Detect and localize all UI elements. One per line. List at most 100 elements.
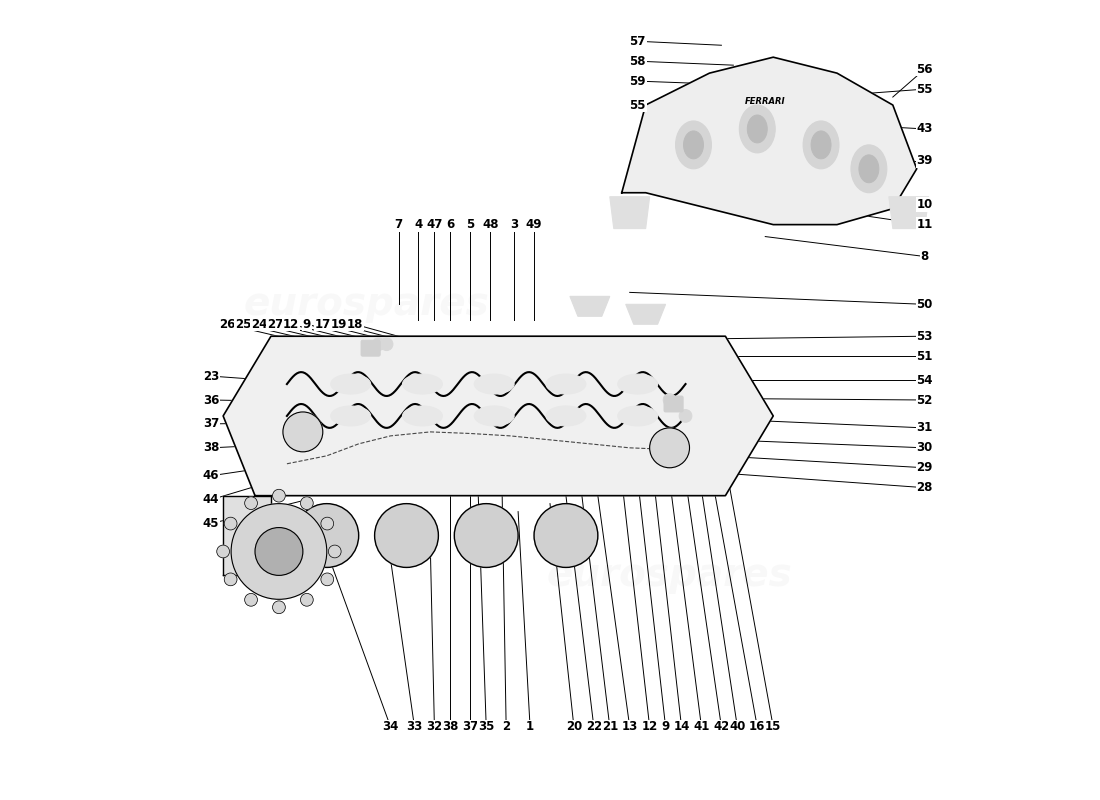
Text: 9: 9: [661, 720, 670, 734]
Circle shape: [224, 573, 236, 586]
Text: 46: 46: [202, 470, 219, 482]
Circle shape: [283, 412, 322, 452]
Text: 54: 54: [916, 374, 933, 386]
Text: 57: 57: [629, 34, 646, 48]
Text: 42: 42: [713, 720, 729, 734]
Ellipse shape: [403, 406, 442, 426]
Ellipse shape: [683, 131, 704, 159]
Ellipse shape: [747, 115, 767, 143]
Text: 13: 13: [621, 720, 638, 734]
Text: 53: 53: [916, 330, 933, 342]
Text: 49: 49: [526, 218, 542, 231]
Text: 14: 14: [673, 720, 690, 734]
Ellipse shape: [618, 406, 658, 426]
Text: 48: 48: [482, 218, 498, 231]
Ellipse shape: [618, 374, 658, 394]
Text: 16: 16: [749, 720, 766, 734]
Text: 55: 55: [916, 82, 933, 95]
Polygon shape: [223, 336, 773, 496]
Ellipse shape: [474, 406, 514, 426]
Text: eurospares: eurospares: [244, 286, 490, 323]
FancyBboxPatch shape: [361, 340, 381, 356]
Text: 47: 47: [426, 218, 442, 231]
Text: 27: 27: [267, 318, 283, 330]
Text: 32: 32: [427, 720, 442, 734]
Text: 44: 44: [202, 493, 219, 506]
Text: eurospares: eurospares: [547, 556, 792, 594]
Text: 19: 19: [330, 318, 346, 330]
Ellipse shape: [811, 131, 830, 159]
Ellipse shape: [859, 155, 879, 182]
FancyBboxPatch shape: [664, 396, 683, 412]
Circle shape: [321, 573, 333, 586]
Text: 58: 58: [629, 54, 646, 68]
Text: 33: 33: [406, 720, 422, 734]
Text: 55: 55: [629, 98, 646, 111]
Circle shape: [273, 490, 285, 502]
Text: 11: 11: [916, 218, 933, 231]
Circle shape: [375, 504, 439, 567]
Circle shape: [535, 504, 597, 567]
Circle shape: [300, 497, 313, 510]
Circle shape: [372, 338, 385, 350]
Text: 51: 51: [916, 350, 933, 362]
Ellipse shape: [474, 374, 514, 394]
Text: 29: 29: [916, 462, 933, 474]
Text: 37: 37: [462, 720, 478, 734]
Text: 31: 31: [916, 422, 933, 434]
Circle shape: [381, 338, 393, 350]
Ellipse shape: [403, 374, 442, 394]
Circle shape: [329, 545, 341, 558]
Text: 35: 35: [478, 720, 494, 734]
Polygon shape: [570, 296, 609, 316]
Text: 45: 45: [202, 517, 219, 530]
Text: 56: 56: [916, 62, 933, 76]
Polygon shape: [621, 57, 916, 225]
Text: 38: 38: [204, 442, 219, 454]
Text: 52: 52: [916, 394, 933, 406]
Text: 4: 4: [415, 218, 422, 231]
Ellipse shape: [546, 374, 586, 394]
Polygon shape: [889, 197, 928, 229]
Text: 9: 9: [302, 318, 311, 330]
Circle shape: [650, 428, 690, 468]
Text: 10: 10: [916, 198, 933, 211]
Ellipse shape: [331, 374, 371, 394]
Ellipse shape: [851, 145, 887, 193]
Circle shape: [244, 594, 257, 606]
Text: 30: 30: [916, 442, 933, 454]
Circle shape: [321, 517, 333, 530]
Text: 20: 20: [565, 720, 582, 734]
Text: 38: 38: [442, 720, 459, 734]
Text: 23: 23: [204, 370, 219, 382]
Text: 36: 36: [204, 394, 219, 406]
Text: 6: 6: [447, 218, 454, 231]
Text: 26: 26: [219, 318, 235, 330]
Ellipse shape: [803, 121, 839, 169]
Text: 25: 25: [235, 318, 251, 330]
Circle shape: [454, 504, 518, 567]
Circle shape: [273, 601, 285, 614]
Circle shape: [224, 517, 236, 530]
Text: 43: 43: [916, 122, 933, 135]
Text: 34: 34: [383, 720, 398, 734]
Circle shape: [244, 497, 257, 510]
Text: 39: 39: [916, 154, 933, 167]
Text: FERRARI: FERRARI: [745, 97, 785, 106]
Circle shape: [663, 394, 676, 406]
Circle shape: [300, 594, 313, 606]
Text: 3: 3: [510, 218, 518, 231]
Text: 40: 40: [729, 720, 746, 734]
Text: 24: 24: [251, 318, 267, 330]
Circle shape: [295, 504, 359, 567]
Text: 22: 22: [585, 720, 602, 734]
Circle shape: [679, 410, 692, 422]
Text: 59: 59: [629, 74, 646, 88]
Text: 15: 15: [764, 720, 781, 734]
Polygon shape: [626, 304, 666, 324]
Text: 28: 28: [916, 481, 933, 494]
Text: 18: 18: [346, 318, 363, 330]
Text: 2: 2: [502, 720, 510, 734]
Circle shape: [255, 527, 302, 575]
Text: 8: 8: [921, 250, 928, 263]
